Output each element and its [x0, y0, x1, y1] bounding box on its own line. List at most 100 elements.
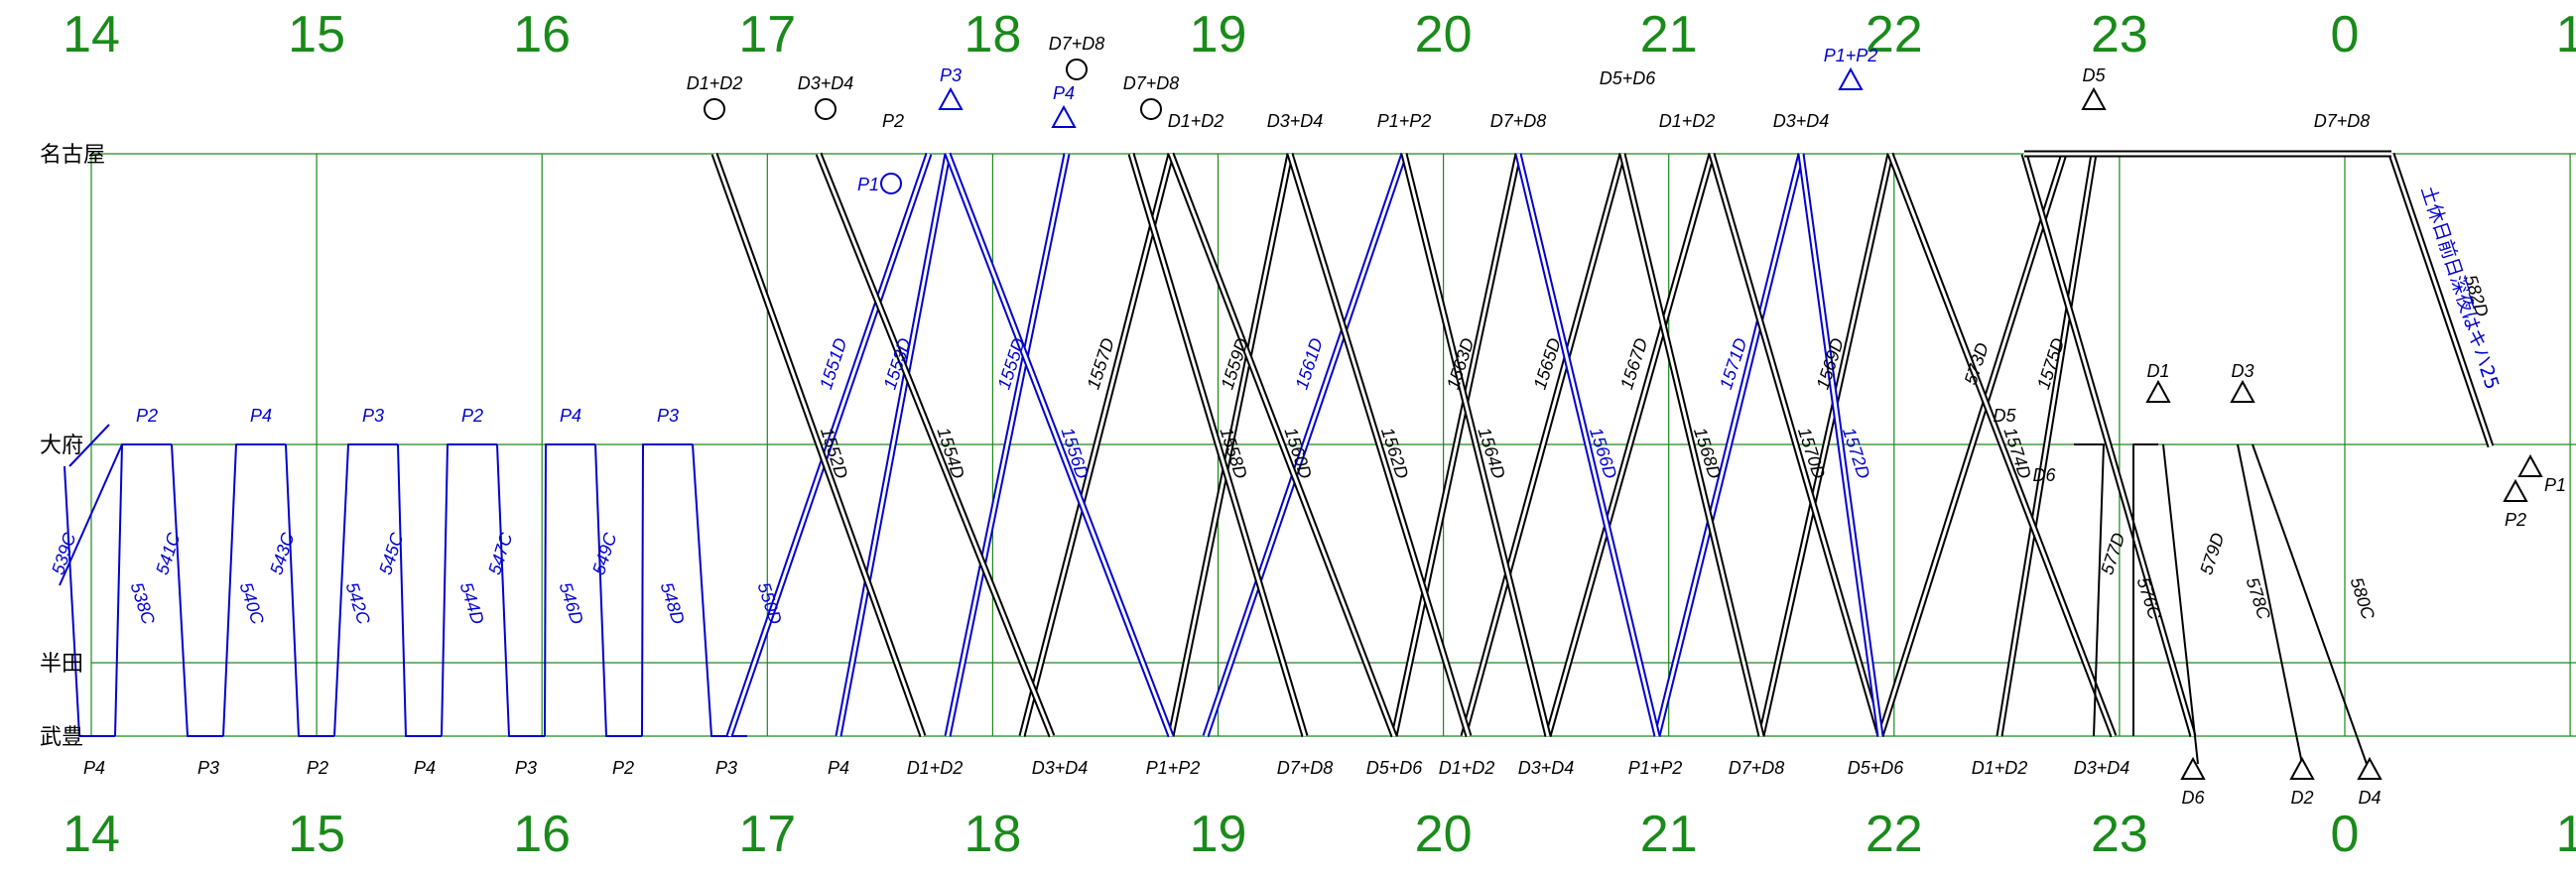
train-line-down: [285, 443, 334, 737]
misc-label: D3: [2231, 361, 2254, 381]
station-label: 武豊: [40, 725, 83, 750]
nagoya-car-label: D1+D2: [1168, 111, 1224, 131]
obu-car-label: P4: [560, 406, 581, 426]
train-line-up-inner: [1204, 153, 1406, 737]
train-number-label: 544D: [456, 580, 488, 627]
origin-label: D7+D8: [1123, 73, 1180, 93]
origin-label: D3+D4: [798, 73, 854, 93]
hour-label: 18: [964, 806, 1021, 863]
misc-label: P1: [857, 175, 879, 194]
origin-circle-marker: [815, 98, 837, 120]
train-line-up-inner: [1878, 153, 2066, 737]
train-number-label: 579D: [2196, 531, 2228, 577]
station-label: 大府: [40, 434, 83, 458]
misc-label: D6: [2181, 788, 2205, 808]
train-number-label: 549C: [588, 530, 621, 577]
obu-car-label: P3: [362, 406, 384, 426]
train-line-down-inner: [1710, 153, 1882, 737]
train-line-up-inner: [946, 153, 1069, 737]
hour-label: 16: [513, 6, 571, 63]
train-number-label: 539C: [48, 530, 80, 577]
taketoyo-car-label: D7+D8: [1277, 758, 1334, 778]
hour-label: 22: [1866, 806, 1923, 863]
taketoyo-car-label: P3: [515, 758, 537, 778]
origin-circle-marker: [704, 98, 725, 120]
misc-label: D4: [2358, 788, 2381, 808]
hour-label: 21: [1640, 806, 1698, 863]
hour-label: 0: [2331, 6, 2360, 63]
train-line-up-inner: [1997, 153, 2096, 737]
misc-label: D2: [2290, 788, 2313, 808]
taketoyo-car-label: P4: [828, 758, 849, 778]
origin-circle-marker: [1140, 98, 1162, 120]
taketoyo-car-label: D5+D6: [1848, 758, 1905, 778]
misc-label: D5: [1993, 406, 2016, 426]
hour-label: 16: [513, 806, 571, 863]
train-line-up: [59, 443, 172, 586]
train-line-down: [2237, 443, 2303, 765]
nagoya-car-label: D1+D2: [1659, 111, 1716, 131]
train-line-up: [2074, 443, 2105, 737]
taketoyo-car-label: P1+P2: [1628, 758, 1683, 778]
train-number-label: 538C: [127, 580, 160, 628]
train-lines: [59, 150, 2495, 765]
train-line-up-inner: [1462, 153, 1624, 737]
train-line-up-inner: [1759, 153, 1892, 737]
nagoya-car-label: D7+D8: [2314, 111, 2371, 131]
depot-triangle-marker: [2145, 379, 2171, 403]
train-line-up: [2132, 443, 2158, 736]
train-line-down: [397, 443, 442, 737]
train-number-label: 540C: [236, 580, 269, 628]
train-number-label: 578C: [2243, 575, 2275, 623]
train-line-down-inner: [712, 153, 925, 737]
train-line-down: [594, 443, 642, 737]
hour-label: 22: [1866, 6, 1923, 63]
train-number-label: 545C: [375, 530, 408, 577]
train-number-label: 577D: [2097, 531, 2128, 577]
hour-label: 0: [2331, 806, 2360, 863]
train-line-up-inner: [1392, 153, 1520, 737]
train-line-up-inner: [727, 153, 931, 737]
nagoya-car-label: D3+D4: [1267, 111, 1324, 131]
hour-label: 1: [2556, 6, 2576, 63]
taketoyo-car-label: D3+D4: [1518, 758, 1575, 778]
train-line-down-inner: [1799, 153, 1882, 737]
train-line-down: [64, 465, 115, 737]
train-line-up-inner: [1655, 153, 1803, 737]
nagoya-car-label: D7+D8: [1490, 111, 1547, 131]
depot-label: P4: [1053, 83, 1075, 103]
train-line-down-inner: [946, 153, 1173, 737]
hour-label: 20: [1415, 806, 1473, 863]
depot-triangle-marker: [2081, 86, 2107, 110]
depot-label: P1+P2: [1824, 46, 1878, 65]
train-number-label: 1561D: [1292, 335, 1327, 392]
train-number-label: 580C: [2347, 575, 2380, 623]
train-line-up-inner: [1020, 153, 1173, 737]
depot-triangle-marker: [2289, 756, 2315, 780]
hour-label: 19: [1190, 6, 1247, 63]
taketoyo-car-label: D3+D4: [1032, 758, 1089, 778]
train-line-up: [544, 443, 595, 737]
hour-label: 20: [1415, 6, 1473, 63]
taketoyo-car-label: P4: [414, 758, 436, 778]
nagoya-car-label: P2: [882, 111, 904, 131]
train-line-down: [2162, 443, 2199, 765]
hour-label: 23: [2091, 6, 2148, 63]
origin-label: D1+D2: [687, 73, 743, 93]
depot-label: P3: [940, 65, 962, 85]
station-label: 半田: [40, 652, 83, 677]
depot-triangle-marker: [1051, 104, 1077, 128]
train-line-down-inner: [1129, 153, 1307, 737]
taketoyo-car-label: P2: [307, 758, 328, 778]
taketoyo-car-label: P4: [83, 758, 105, 778]
taketoyo-car-label: D3+D4: [2074, 758, 2130, 778]
train-line-down-inner: [817, 153, 1054, 737]
obu-car-label: P2: [461, 406, 483, 426]
train-number-label: 548D: [657, 580, 689, 627]
taketoyo-car-label: D1+D2: [1439, 758, 1495, 778]
train-line-down-inner: [1169, 153, 1396, 737]
train-line-up: [441, 443, 497, 737]
train-line-up: [333, 443, 398, 737]
train-line-down: [692, 443, 747, 737]
train-number-label: 543C: [266, 530, 299, 577]
